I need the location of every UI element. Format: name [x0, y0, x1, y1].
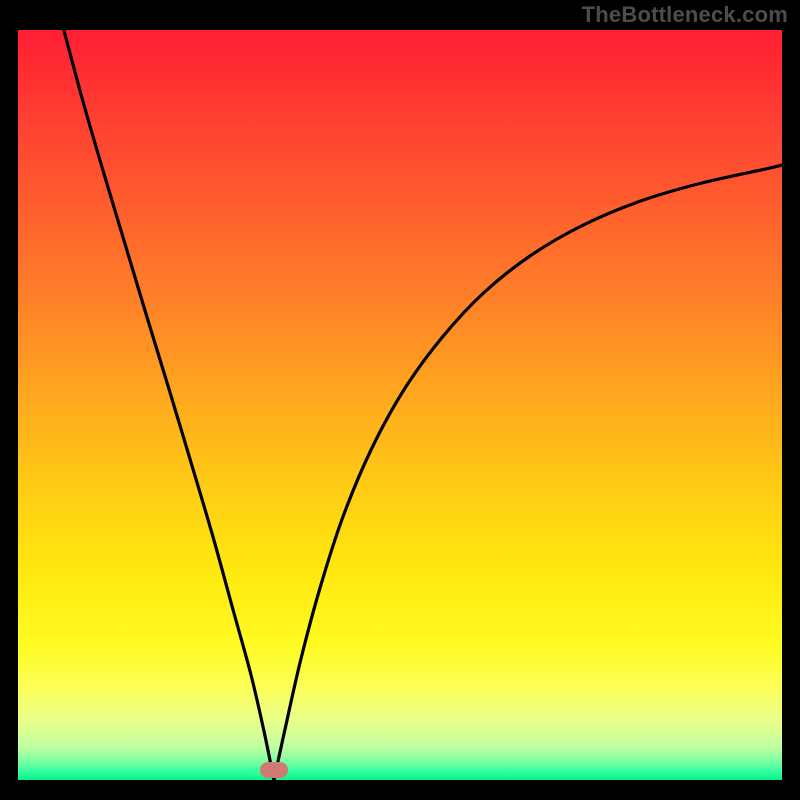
vertex-marker [260, 762, 288, 778]
frame-right [782, 0, 800, 800]
curve-left-branch [64, 30, 274, 780]
plot-area [18, 30, 782, 780]
curve-right-branch [274, 165, 782, 780]
chart-canvas: TheBottleneck.com [0, 0, 800, 800]
frame-bottom [0, 780, 800, 800]
frame-left [0, 0, 18, 800]
curve-svg [18, 30, 782, 780]
watermark-text: TheBottleneck.com [582, 2, 788, 28]
